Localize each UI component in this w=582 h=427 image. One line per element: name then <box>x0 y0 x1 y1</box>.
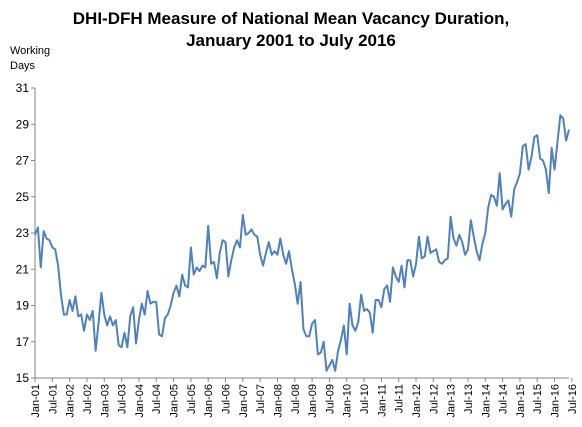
x-tick-label: Jan-07 <box>238 384 250 418</box>
series-group <box>34 114 570 372</box>
x-tick-label: Jul-07 <box>255 384 267 414</box>
x-tick-label: Jan-01 <box>30 384 42 418</box>
y-axis-ticks: 15 17 19 21 23 25 27 29 31 <box>16 81 35 385</box>
x-tick-label: Jan-08 <box>272 384 284 418</box>
y-tick-label: 17 <box>16 335 30 349</box>
y-tick-label: 21 <box>16 262 30 276</box>
x-tick-label: Jan-14 <box>480 384 492 418</box>
x-tick-label: Jan-11 <box>376 384 388 417</box>
y-axis-label-line-1: Working <box>10 45 51 57</box>
y-axis-label: Working Days <box>10 44 70 74</box>
y-tick-label: 25 <box>16 190 30 204</box>
y-tick-label: 31 <box>16 81 30 95</box>
x-tick-label: Jul-11 <box>394 384 406 413</box>
x-tick-label: Jul-09 <box>324 384 336 414</box>
x-tick-label: Jul-12 <box>428 384 440 414</box>
x-tick-label: Jul-06 <box>221 384 233 414</box>
x-tick-label: Jul-15 <box>532 384 544 414</box>
y-tick-label: 29 <box>16 117 30 131</box>
x-tick-label: Jan-13 <box>446 384 458 418</box>
x-tick-label: Jan-09 <box>307 384 319 418</box>
x-tick-label: Jan-05 <box>169 384 181 418</box>
x-tick-label: Jul-01 <box>47 384 59 414</box>
x-tick-label: Jan-02 <box>65 384 77 418</box>
x-tick-label: Jul-14 <box>498 384 510 414</box>
chart-title: DHI-DFH Measure of National Mean Vacancy… <box>0 8 582 52</box>
y-tick-label: 27 <box>16 154 30 168</box>
x-tick-label: Jul-05 <box>186 384 198 414</box>
x-axis-ticks: Jan-01 Jul-01 Jan-02 Jul-02 Jan-03 Jul-03 Jan-… <box>30 378 579 418</box>
x-tick-label: Jan-10 <box>342 384 354 418</box>
x-tick-label: Jan-06 <box>203 384 215 418</box>
x-tick-label: Jan-12 <box>411 384 423 418</box>
y-tick-label: 19 <box>16 299 30 313</box>
x-tick-label: Jul-04 <box>151 384 163 414</box>
x-tick-label: Jan-16 <box>550 384 562 418</box>
y-tick-label: 23 <box>16 226 30 240</box>
y-tick-label: 15 <box>16 371 30 385</box>
x-tick-label: Jul-03 <box>117 384 129 414</box>
chart-title-line-2: January 2001 to July 2016 <box>186 31 396 50</box>
chart-axes <box>34 88 569 379</box>
x-tick-label: Jan-04 <box>134 384 146 418</box>
chart-title-line-1: DHI-DFH Measure of National Mean Vacancy… <box>72 9 510 28</box>
y-axis-label-line-2: Days <box>10 60 36 72</box>
x-tick-label: Jul-16 <box>567 384 579 414</box>
x-tick-label: Jan-03 <box>99 384 111 418</box>
x-tick-label: Jul-08 <box>290 384 302 414</box>
series-line-vacancy-duration <box>34 114 570 372</box>
x-tick-label: Jul-10 <box>359 384 371 414</box>
x-tick-label: Jul-02 <box>82 384 94 414</box>
x-tick-label: Jan-15 <box>515 384 527 418</box>
x-tick-label: Jul-13 <box>463 384 475 414</box>
